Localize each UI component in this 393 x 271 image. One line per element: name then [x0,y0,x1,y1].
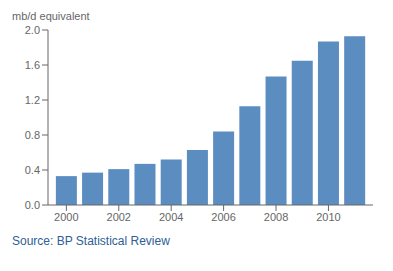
svg-text:2000: 2000 [54,211,78,223]
html-text:mb/d equivalent: mb/d equivalent [12,10,90,22]
html-text:Source: BP Statistical Review: Source: BP Statistical Review [12,234,170,248]
svg-text:0.0: 0.0 [25,199,40,211]
svg-text:2002: 2002 [107,211,131,223]
svg-text:2010: 2010 [316,211,340,223]
svg-text:2006: 2006 [211,211,235,223]
svg-text:1.6: 1.6 [25,59,40,71]
svg-text:2004: 2004 [159,211,183,223]
svg-text:0.8: 0.8 [25,129,40,141]
svg-text:2008: 2008 [264,211,288,223]
svg-text:2.0: 2.0 [25,24,40,36]
svg-text:0.4: 0.4 [25,164,40,176]
svg-text:1.2: 1.2 [25,94,40,106]
